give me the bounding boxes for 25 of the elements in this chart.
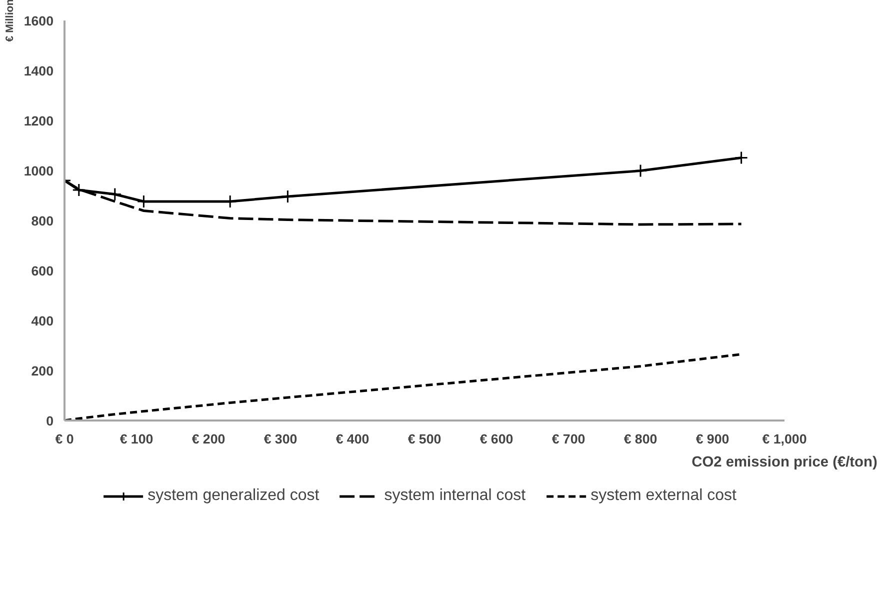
x-tick-label: € 300 [264,432,298,446]
y-axis-title: € Million [4,0,16,42]
legend-label: system external cost [590,486,736,504]
x-axis-title: CO2 emission price (€/ton) [692,454,878,470]
y-tick-label: 200 [31,364,54,378]
x-tick-label: € 600 [480,432,514,446]
y-tick-label: 1200 [24,114,54,128]
y-tick-label: 1600 [24,14,54,28]
y-tick-label: 0 [46,414,54,428]
x-tick-label: € 0 [55,432,74,446]
y-tick-label: 1400 [24,64,54,78]
y-tick-label: 800 [31,214,54,228]
x-tick-label: € 800 [624,432,658,446]
y-tick-label: 400 [31,314,54,328]
y-tick-label: 600 [31,264,54,278]
x-tick-label: € 700 [552,432,586,446]
x-tick-label: € 200 [192,432,226,446]
legend-label: system generalized cost [148,486,320,504]
x-tick-label: € 900 [696,432,730,446]
x-tick-label: € 100 [120,432,154,446]
x-tick-label: € 400 [336,432,370,446]
x-tick-label: € 1,000 [762,432,807,446]
y-tick-label: 1000 [24,164,54,178]
x-tick-label: € 500 [408,432,442,446]
legend-label: system internal cost [384,486,526,504]
